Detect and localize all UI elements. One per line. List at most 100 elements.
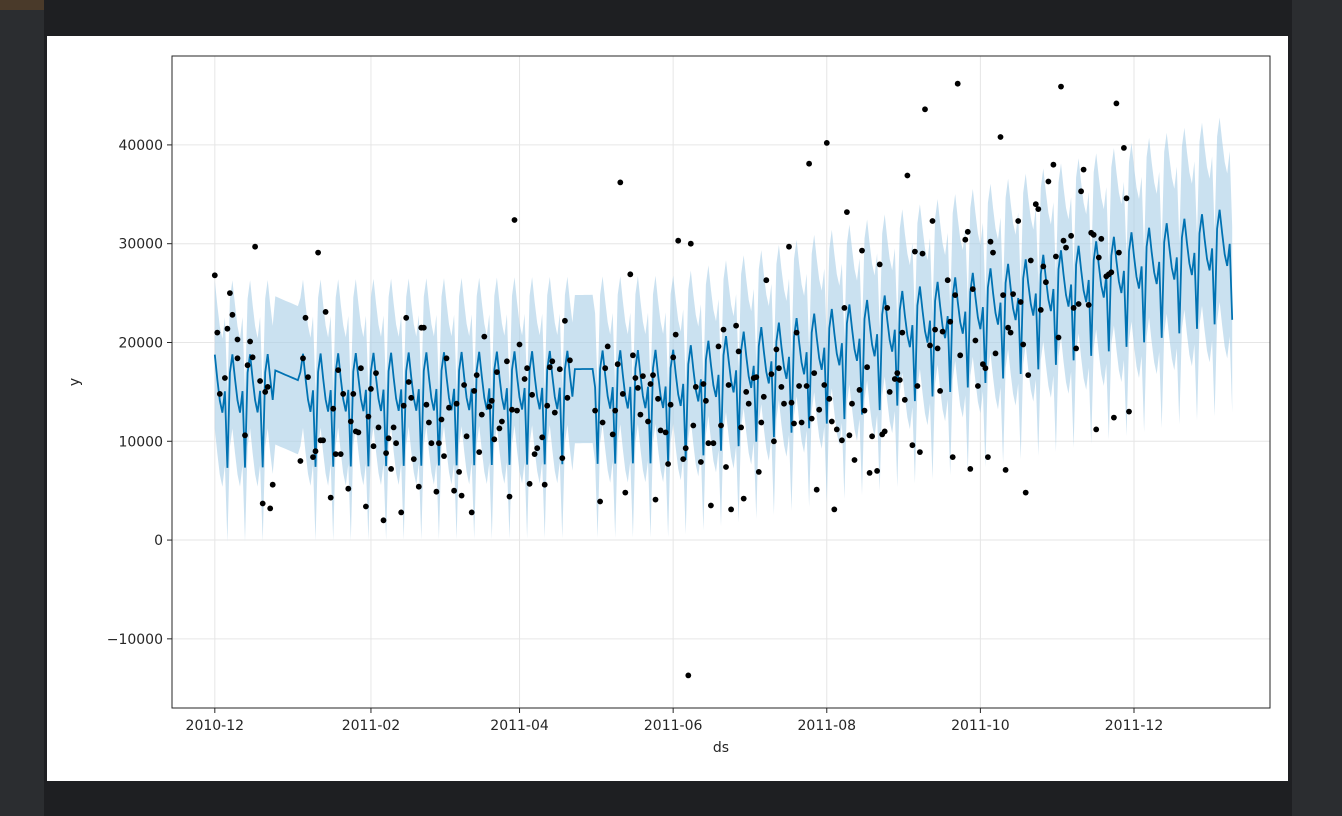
observed-point <box>400 402 407 409</box>
observed-point <box>687 240 694 247</box>
observed-point <box>229 311 236 318</box>
observed-point <box>745 400 752 407</box>
x-tick-label: 2011-12 <box>1105 718 1164 734</box>
observed-point <box>758 419 765 426</box>
observed-point <box>786 243 792 250</box>
observed-point <box>438 416 445 423</box>
observed-point <box>511 217 518 223</box>
observed-point <box>1126 408 1132 415</box>
observed-point <box>227 290 233 296</box>
observed-point <box>211 272 218 279</box>
observed-point <box>234 336 241 343</box>
observed-point <box>874 468 880 474</box>
observed-point <box>562 317 568 324</box>
observed-point <box>559 455 566 461</box>
observed-point <box>602 365 609 372</box>
observed-point <box>506 493 513 500</box>
observed-point <box>312 448 319 455</box>
x-tick-label: 2011-02 <box>342 718 401 734</box>
observed-point <box>556 366 563 373</box>
observed-point <box>441 453 447 459</box>
forecast-chart: 2010-12 2011-02 2011-04 2011-06 2011-08 2011-… <box>67 55 1271 756</box>
observed-point <box>922 106 928 113</box>
observed-point <box>725 382 732 388</box>
observed-point <box>753 374 760 380</box>
observed-point <box>1032 201 1039 208</box>
observed-point <box>340 391 347 397</box>
observed-point <box>962 236 969 243</box>
observed-point <box>698 459 704 465</box>
observed-point <box>851 457 858 463</box>
observed-point <box>259 500 266 507</box>
observed-point <box>1007 329 1014 336</box>
observed-point <box>494 369 500 375</box>
observed-point <box>622 489 629 496</box>
observed-point <box>327 494 334 501</box>
observed-point <box>934 345 941 352</box>
observed-point <box>886 389 893 395</box>
observed-point <box>390 424 397 431</box>
observed-point <box>433 488 440 495</box>
y-tick-label: 0 <box>154 533 163 549</box>
observed-point <box>773 346 780 353</box>
observed-point <box>718 422 724 429</box>
observed-point <box>798 419 805 426</box>
observed-point <box>808 415 815 422</box>
observed-point <box>1085 302 1092 308</box>
observed-point <box>640 373 646 379</box>
observed-point <box>214 329 221 336</box>
forecast-figure: 2010-12 2011-02 2011-04 2011-06 2011-08 2011-… <box>47 36 1288 781</box>
observed-point <box>224 325 231 332</box>
observed-point <box>436 440 442 447</box>
observed-point <box>1020 341 1027 348</box>
observed-point <box>216 391 223 397</box>
observed-point <box>546 364 553 371</box>
observed-point <box>335 367 342 373</box>
y-tick-label: 20000 <box>118 335 163 351</box>
observed-point <box>682 445 689 452</box>
observed-point <box>680 456 687 462</box>
observed-point <box>760 393 767 400</box>
observed-point <box>1060 237 1067 244</box>
observed-point <box>665 461 671 467</box>
observed-point <box>355 429 362 436</box>
observed-point <box>544 402 551 409</box>
forecast-line <box>213 209 1234 468</box>
observed-point <box>423 401 430 408</box>
observed-point <box>685 672 692 679</box>
observed-point <box>992 350 999 357</box>
observed-point <box>514 407 520 414</box>
observed-point <box>954 80 961 87</box>
observed-point <box>1050 161 1057 168</box>
y-tick-label: 10000 <box>118 434 163 450</box>
observed-point <box>551 409 558 416</box>
observed-point <box>592 407 598 414</box>
observed-point <box>368 386 374 392</box>
observed-point <box>990 249 996 256</box>
observed-point <box>768 371 775 377</box>
observed-point <box>982 365 989 372</box>
observed-point <box>370 443 377 450</box>
observed-point <box>567 357 573 364</box>
observed-point <box>302 314 309 321</box>
observed-point <box>478 411 485 418</box>
observed-point <box>320 437 326 444</box>
x-tick-label: 2011-08 <box>798 718 857 734</box>
observed-point <box>987 238 994 245</box>
observed-point <box>443 355 450 362</box>
observed-point <box>793 329 800 336</box>
observed-point <box>504 358 510 365</box>
observed-point <box>481 333 488 340</box>
observed-point <box>468 509 475 516</box>
observed-point <box>471 388 478 394</box>
observed-point <box>967 466 974 472</box>
observed-point <box>831 506 838 513</box>
observed-point <box>264 384 271 390</box>
observed-point <box>728 506 734 513</box>
observed-point <box>345 485 352 492</box>
observed-point <box>632 375 639 381</box>
observed-point <box>869 433 875 440</box>
observed-points-layer <box>211 80 1132 679</box>
observed-point <box>1108 269 1115 276</box>
observed-point <box>630 352 636 359</box>
